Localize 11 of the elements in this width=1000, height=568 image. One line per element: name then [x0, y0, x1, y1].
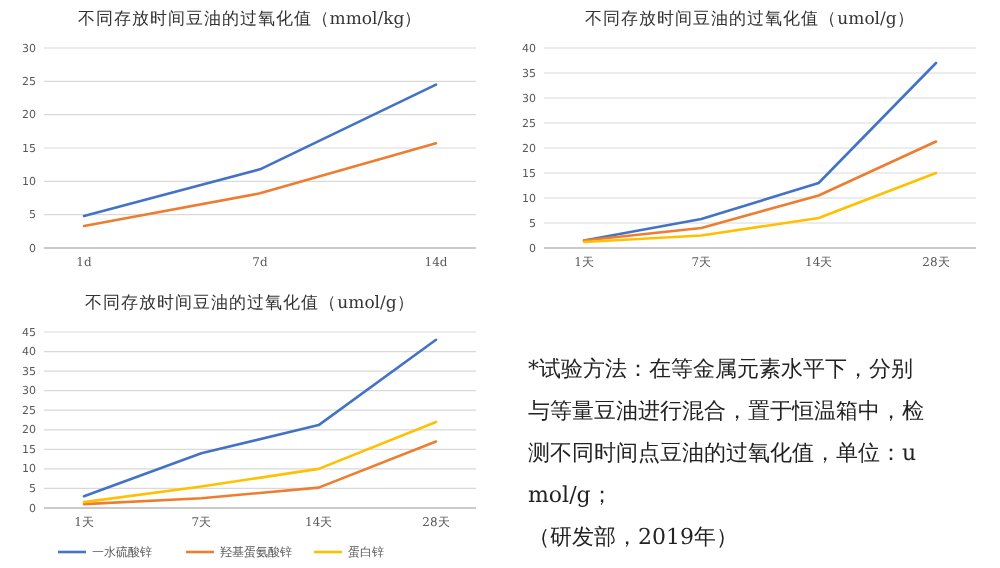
line-series [582, 61, 938, 242]
line-series [82, 420, 438, 504]
line-series [82, 338, 438, 498]
line-series [82, 440, 438, 506]
line-series [582, 140, 938, 242]
chart-title: 不同存放时间豆油的过氧化值（umol/g） [85, 292, 415, 314]
chart-title: 不同存放时间豆油的过氧化值（mmol/kg） [77, 8, 423, 30]
text: *试验方法：在等金属元素水平下，分别与等量豆油进行混合，置于恒温箱中，检测不同时间点豆油的过氧化值，单位：umol/g； [528, 356, 924, 508]
text: （研发部，2019年） [528, 524, 738, 550]
line-series [582, 171, 938, 244]
chart-title: 不同存放时间豆油的过氧化值（umol/g） [585, 8, 915, 30]
